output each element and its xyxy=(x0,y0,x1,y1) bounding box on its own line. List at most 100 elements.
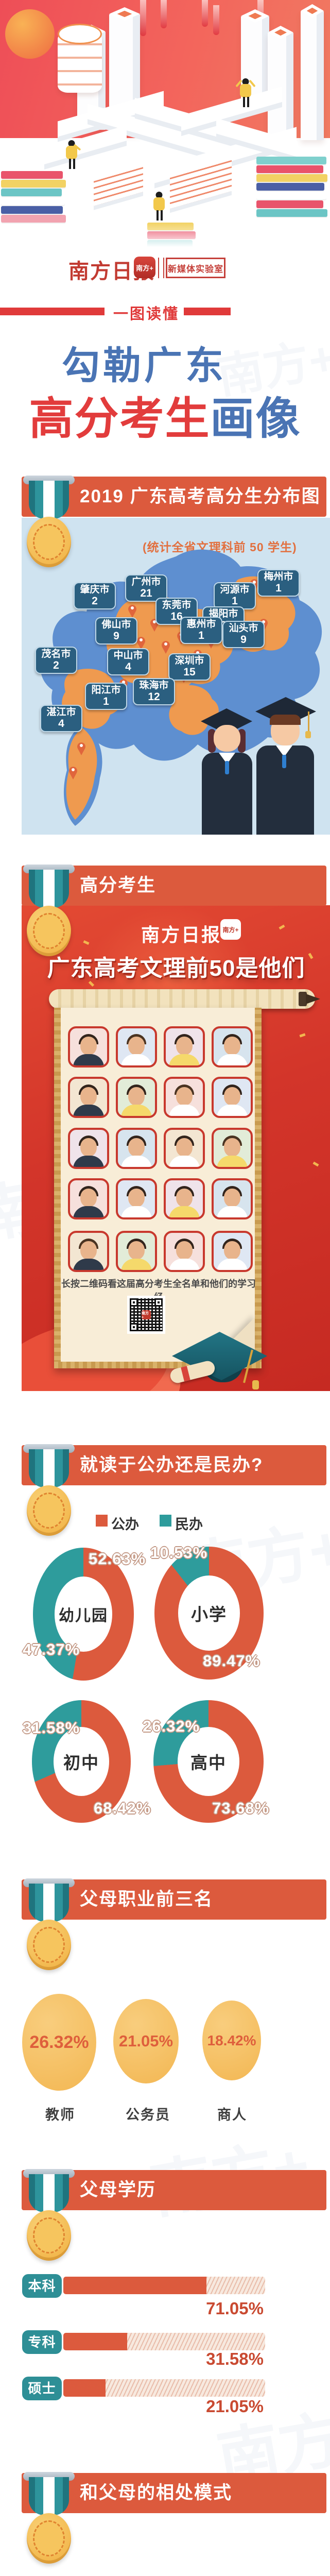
edu-bar-bachelor xyxy=(63,2277,265,2294)
edu-label-bachelor: 本科 xyxy=(22,2274,62,2298)
city-label: 茂名市 2 xyxy=(35,647,77,674)
winners-title: 广东高考文理前50是他们 xyxy=(47,956,305,981)
donut-label: 幼儿园 xyxy=(55,1577,112,1652)
student-photo xyxy=(164,1026,205,1067)
city-label: 惠州市 1 xyxy=(180,617,222,645)
donut-senior-high: 高中 xyxy=(153,1700,264,1823)
student-photo xyxy=(164,1231,205,1272)
student-photo xyxy=(212,1026,253,1067)
scroll-roller xyxy=(49,989,315,1009)
pct-primary-public: 89.47% xyxy=(203,1652,260,1670)
student-photo xyxy=(68,1128,109,1169)
city-label: 汕头市 9 xyxy=(222,621,265,649)
map-note: (统计全省文理科前 50 学生) xyxy=(143,540,297,554)
deco-bar xyxy=(161,0,167,28)
occupation-label: 教师 xyxy=(45,2107,75,2123)
graduate-boy-illustration xyxy=(252,697,322,835)
pct-primary-private: 10.53% xyxy=(150,1544,208,1562)
deco-bar xyxy=(213,5,219,35)
student-photo xyxy=(116,1077,157,1118)
nanfang-plus-app-icon: 南方+ xyxy=(134,257,155,278)
pct-senior-public: 73.68% xyxy=(212,1799,270,1817)
legend-swatch-private xyxy=(160,1515,171,1527)
confetti xyxy=(279,924,285,930)
edu-bar-associate xyxy=(63,2333,265,2350)
student-photo xyxy=(116,1178,157,1219)
pct-junior-private: 31.58% xyxy=(23,1719,80,1737)
occupation-bubble-businessman: 18.42% xyxy=(202,2001,261,2080)
student-photo xyxy=(212,1231,253,1272)
edu-label-associate: 专科 xyxy=(22,2330,62,2354)
student-photo xyxy=(68,1178,109,1219)
medal-icon xyxy=(23,1878,75,1974)
edu-bar-master xyxy=(63,2379,265,2397)
student-photo xyxy=(116,1128,157,1169)
confetti xyxy=(312,1161,319,1167)
student-photo xyxy=(68,1026,109,1067)
donut-label: 高中 xyxy=(178,1727,239,1796)
section-header-education: 父母学历 xyxy=(22,2170,326,2210)
student-photo xyxy=(212,1128,253,1169)
nanfang-plus-badge: 南方+ xyxy=(220,919,241,940)
student-photo xyxy=(212,1178,253,1219)
deco-tower xyxy=(301,4,324,140)
scroll-finial-tip xyxy=(306,994,320,1004)
student-photo xyxy=(116,1231,157,1272)
edu-pct-master: 21.05% xyxy=(206,2397,264,2416)
city-label: 中山市 4 xyxy=(107,648,149,676)
student-photo xyxy=(68,1077,109,1118)
graduate-girl-illustration xyxy=(197,708,258,835)
legend-label-private: 民办 xyxy=(175,1517,203,1532)
donut-primary-school: 小学 xyxy=(154,1547,264,1680)
student-photo xyxy=(116,1026,157,1067)
legend-swatch-public xyxy=(96,1515,108,1527)
medal-icon xyxy=(23,2169,75,2264)
student-photo xyxy=(212,1077,253,1118)
media-lab-badge: 新媒体实验室 xyxy=(166,258,225,278)
donut-label: 小学 xyxy=(178,1575,240,1651)
kicker-bar-right xyxy=(184,308,231,315)
student-photo xyxy=(164,1128,205,1169)
edu-pct-associate: 31.58% xyxy=(206,2349,264,2368)
deco-bar xyxy=(202,0,208,27)
medal-icon xyxy=(23,476,75,571)
city-label: 广州市 21 xyxy=(125,574,167,602)
deco-bar xyxy=(140,0,146,36)
guangdong-map-panel: (统计全省文理科前 50 学生) xyxy=(22,518,330,835)
occupation-bubble-teacher: 26.32% xyxy=(22,1994,96,2091)
confetti xyxy=(299,1033,306,1038)
medal-icon xyxy=(23,2472,75,2567)
newspaper-logo-white: 南方日报 xyxy=(141,924,222,946)
scroll-finial xyxy=(299,992,307,1006)
pct-junior-public: 68.42% xyxy=(94,1799,151,1817)
student-photo xyxy=(68,1231,109,1272)
tassel-knob xyxy=(252,1380,259,1389)
city-label: 肇庆市 2 xyxy=(74,582,116,610)
qr-code[interactable]: 南方+ xyxy=(127,1296,165,1334)
donut-kindergarten: 幼儿园 xyxy=(33,1548,134,1681)
edu-pct-bachelor: 71.05% xyxy=(206,2299,264,2318)
person-figure xyxy=(152,192,166,222)
student-photo xyxy=(164,1178,205,1219)
occupation-label: 公务员 xyxy=(126,2107,170,2123)
divider xyxy=(158,258,164,278)
city-label: 佛山市 9 xyxy=(95,617,137,645)
winners-red-panel: 南方日报 南方+ 广东高考文理前50是他们 xyxy=(22,905,330,1391)
edu-label-master: 硕士 xyxy=(22,2377,62,2400)
hero-illustration xyxy=(0,0,330,258)
city-label: 深圳市 15 xyxy=(168,653,211,681)
pct-kindergarten-private: 47.37% xyxy=(23,1640,80,1658)
donut-junior-high: 初中 xyxy=(32,1700,131,1823)
student-photo xyxy=(164,1077,205,1118)
city-label: 珠海市 12 xyxy=(133,678,175,706)
medal-icon xyxy=(23,1444,75,1539)
confetti xyxy=(83,940,90,945)
person-figure xyxy=(65,140,81,170)
qr-center-logo: 南方+ xyxy=(142,1310,151,1319)
page-title-line2: 高分考生画像 xyxy=(0,382,330,447)
occupation-label: 商人 xyxy=(217,2107,247,2123)
occupation-bubble-civil-servant: 21.05% xyxy=(113,1999,179,2083)
deco-striped-block xyxy=(94,163,143,206)
sun-icon xyxy=(5,9,55,59)
